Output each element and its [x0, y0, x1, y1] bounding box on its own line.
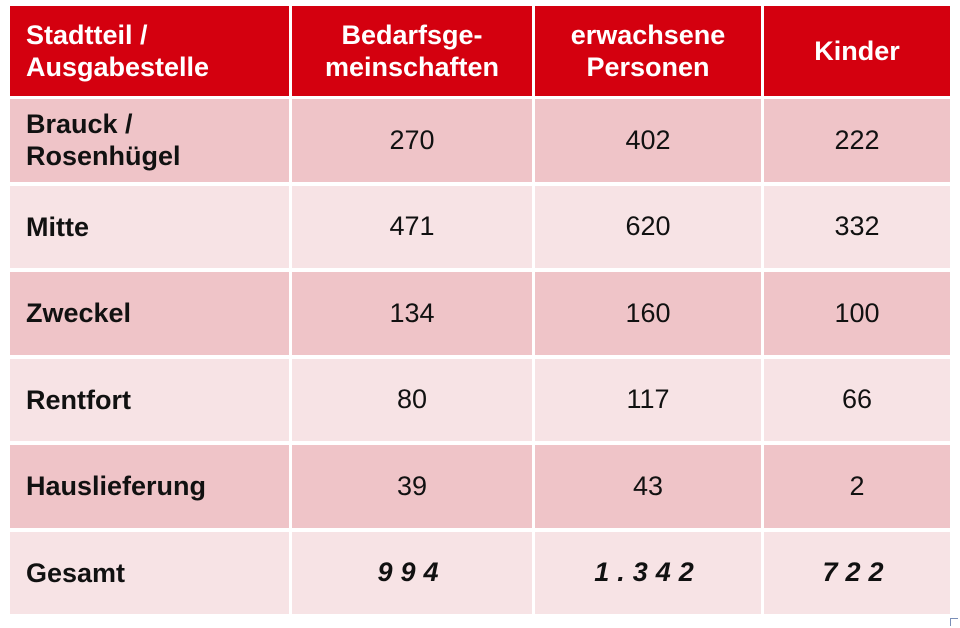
cell-households: 80	[292, 358, 535, 445]
cell-households: 134	[292, 272, 535, 359]
table-row: Hauslieferung 39 43 2	[10, 445, 950, 532]
cell-adults: 1.342	[535, 531, 764, 618]
table-row: Brauck / Rosenhügel 270 402 222	[10, 99, 950, 186]
cell-households: 994	[292, 531, 535, 618]
cell-adults: 620	[535, 185, 764, 272]
table-row: Rentfort 80 117 66	[10, 358, 950, 445]
table-row: Zweckel 134 160 100	[10, 272, 950, 359]
header-row: Stadtteil / Ausgabestelle Bedarfsge- mei…	[10, 6, 950, 99]
header-district: Stadtteil / Ausgabestelle	[10, 6, 292, 99]
cell-adults: 43	[535, 445, 764, 532]
cell-children: 100	[764, 272, 950, 359]
cell-adults: 160	[535, 272, 764, 359]
cell-children: 332	[764, 185, 950, 272]
table-body: Brauck / Rosenhügel 270 402 222 Mitte 47…	[10, 99, 950, 618]
table-row: Mitte 471 620 332	[10, 185, 950, 272]
cell-children: 722	[764, 531, 950, 618]
row-label: Zweckel	[10, 272, 292, 359]
row-label: Brauck / Rosenhügel	[10, 99, 292, 186]
header-children: Kinder	[764, 6, 950, 99]
cell-households: 471	[292, 185, 535, 272]
cell-children: 2	[764, 445, 950, 532]
statistics-table: Stadtteil / Ausgabestelle Bedarfsge- mei…	[10, 6, 950, 618]
cell-children: 66	[764, 358, 950, 445]
row-label: Mitte	[10, 185, 292, 272]
total-row: Gesamt 994 1.342 722	[10, 531, 950, 618]
row-label: Rentfort	[10, 358, 292, 445]
cell-households: 39	[292, 445, 535, 532]
row-label: Hauslieferung	[10, 445, 292, 532]
cell-households: 270	[292, 99, 535, 186]
row-label: Gesamt	[10, 531, 292, 618]
header-households: Bedarfsge- meinschaften	[292, 6, 535, 99]
cell-adults: 402	[535, 99, 764, 186]
cell-children: 222	[764, 99, 950, 186]
cell-adults: 117	[535, 358, 764, 445]
corner-marker	[950, 618, 958, 626]
table-header: Stadtteil / Ausgabestelle Bedarfsge- mei…	[10, 6, 950, 99]
header-adults: erwachsene Personen	[535, 6, 764, 99]
